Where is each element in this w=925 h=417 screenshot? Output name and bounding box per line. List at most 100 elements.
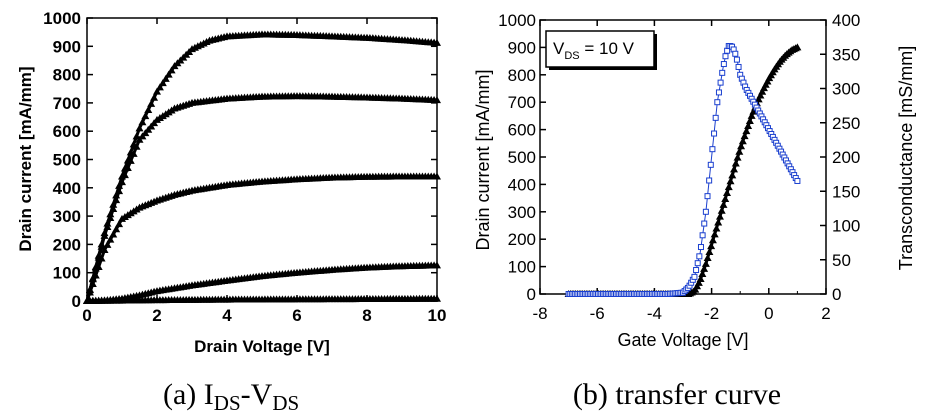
chart-b-right-y-tick-labels: 0 50 100 150 200 250 300 350 400	[832, 11, 860, 304]
chart-b-transconductance-point	[697, 244, 704, 251]
chart-b-transconductance-line	[568, 45, 798, 295]
chart-a-data-point	[144, 105, 153, 113]
chart-a-data-point	[115, 220, 124, 228]
chart-a-x-tick-label: 0	[82, 306, 91, 325]
chart-b-legend-suffix: = 10 V	[580, 39, 635, 58]
chart-a-y-tick-label: 0	[72, 292, 81, 311]
chart-b-transconductance-point	[709, 146, 716, 153]
chart-b-y-tick-label: 500	[508, 148, 536, 167]
chart-b-current-line	[568, 46, 799, 296]
chart-a-caption-sub1: DS	[214, 391, 241, 415]
chart-b-transconductance-point	[733, 56, 740, 63]
chart-a-y-tick-label: 600	[53, 122, 81, 141]
chart-b-transconductance-point	[712, 114, 719, 121]
chart-a-data-point	[115, 187, 124, 195]
chart-a-y-tick-label: 900	[53, 37, 81, 56]
chart-a-ticks	[86, 17, 438, 302]
chart-a-data-point	[138, 118, 147, 126]
chart-b-caption: (b) transfer curve	[573, 378, 781, 411]
chart-a-data-point	[153, 87, 161, 95]
chart-a-data-point	[150, 93, 159, 101]
chart-b-x-tick-labels: -8 -6 -4 -2 0 2	[532, 304, 830, 323]
chart-a-data-point	[135, 124, 144, 132]
chart-b-current-point	[756, 91, 765, 99]
chart-b-y-axis-label: Drain current [mA/mm]	[473, 69, 493, 250]
chart-b-y-tick-label: 400	[508, 175, 536, 194]
chart-b-right-y-tick-label: 250	[832, 114, 860, 133]
chart-a-data-point	[126, 156, 135, 164]
chart-a-data-point	[158, 79, 167, 87]
chart-b-transconductance-point	[694, 260, 701, 267]
chart-a-y-tick-label: 200	[53, 235, 81, 254]
chart-b-current-point	[745, 116, 754, 124]
chart-b-current-point	[754, 95, 763, 103]
chart-a-data-point	[164, 70, 173, 78]
chart-b-current-point	[758, 87, 767, 95]
chart-b-right-y-tick-label: 0	[832, 285, 841, 304]
chart-b-transconductance-point	[735, 63, 742, 70]
chart-b-current-point	[740, 132, 749, 140]
chart-a-data-point	[85, 288, 94, 296]
chart-b-current-point	[705, 248, 714, 256]
chart-b-transconductance-point	[706, 177, 713, 184]
chart-a-data-point	[118, 178, 126, 186]
chart-b-x-tick-label: -8	[532, 304, 547, 323]
chart-a-data-point	[109, 230, 118, 238]
chart-b-current-point	[742, 127, 751, 135]
chart-a-data-point	[123, 163, 132, 171]
chart-b-y-tick-label: 1000	[498, 11, 536, 30]
chart-b-current-point	[735, 147, 744, 155]
chart-b-current-point	[696, 275, 705, 283]
chart-a-data-point	[109, 205, 118, 213]
chart-b-y-tick-label: 200	[508, 230, 536, 249]
chart-b-current-point	[744, 122, 753, 130]
chart-a-y-axis-label: Drain current [mA/mm]	[16, 66, 35, 251]
chart-b-right-y-tick-label: 300	[832, 80, 860, 99]
chart-b-right-y-tick-label: 200	[832, 148, 860, 167]
chart-a-x-tick-label: 10	[428, 306, 447, 325]
chart-b-transconductance-point	[711, 130, 718, 137]
chart-b-series	[564, 43, 802, 297]
chart-a-series-line	[85, 174, 437, 302]
chart-b-y-tick-label: 300	[508, 203, 536, 222]
chart-b-transconductance-point	[704, 193, 711, 200]
chart-a-y-tick-label: 400	[53, 179, 81, 198]
chart-a-data-point	[129, 149, 138, 157]
chart-b-current-point	[731, 159, 740, 167]
chart-a-data-point	[97, 254, 106, 262]
chart-b-transconductance-point	[702, 208, 709, 215]
chart-a-x-axis-label: Drain Voltage [V]	[194, 337, 330, 356]
chart-a-caption-sub2: DS	[272, 391, 299, 415]
chart-b-current-point	[712, 224, 721, 232]
chart-a-data-point	[103, 222, 112, 230]
chart-b-transconductance-point	[696, 253, 703, 260]
chart-b-x-axis-label: Gate Voltage [V]	[617, 330, 748, 350]
chart-a-y-tick-label: 1000	[43, 9, 81, 28]
chart-b-current-point	[714, 218, 723, 226]
chart-b-right-y-tick-label: 150	[832, 182, 860, 201]
chart-b-right-y-axis-label: Transconductance [mS/mm]	[896, 46, 916, 270]
chart-a-data-point	[106, 235, 115, 243]
chart-a-data-point	[112, 225, 121, 233]
chart-b-y-tick-labels: 0 100 200 300 400 500 600 700 800 900 1000	[498, 11, 536, 304]
chart-b-legend-frame	[545, 30, 655, 68]
chart-a-data-point	[161, 74, 170, 82]
chart-a-x-tick-label: 2	[152, 306, 161, 325]
chart-a-y-tick-label: 700	[53, 94, 81, 113]
chart-a-data-point	[167, 66, 176, 74]
chart-a-data-point	[433, 294, 441, 302]
chart-b-y-tick-label: 0	[527, 285, 536, 304]
chart-b-current-point	[728, 171, 737, 179]
chart-b-y-tick-label: 800	[508, 66, 536, 85]
chart-b-transconductance-point	[722, 53, 729, 60]
chart-b-current-point	[694, 278, 703, 286]
chart-b-legend-prefix: V	[553, 39, 565, 58]
chart-a-data-point	[433, 96, 441, 104]
chart-a-caption-prefix: (a) I	[163, 378, 214, 411]
chart-b-transconductance-point	[719, 69, 726, 76]
chart-b-current-point	[719, 200, 728, 208]
chart-a-data-point	[100, 246, 109, 254]
chart-a-x-tick-labels: 0 2 4 6 8 10	[82, 306, 446, 325]
chart-a-x-tick-label: 8	[362, 306, 371, 325]
